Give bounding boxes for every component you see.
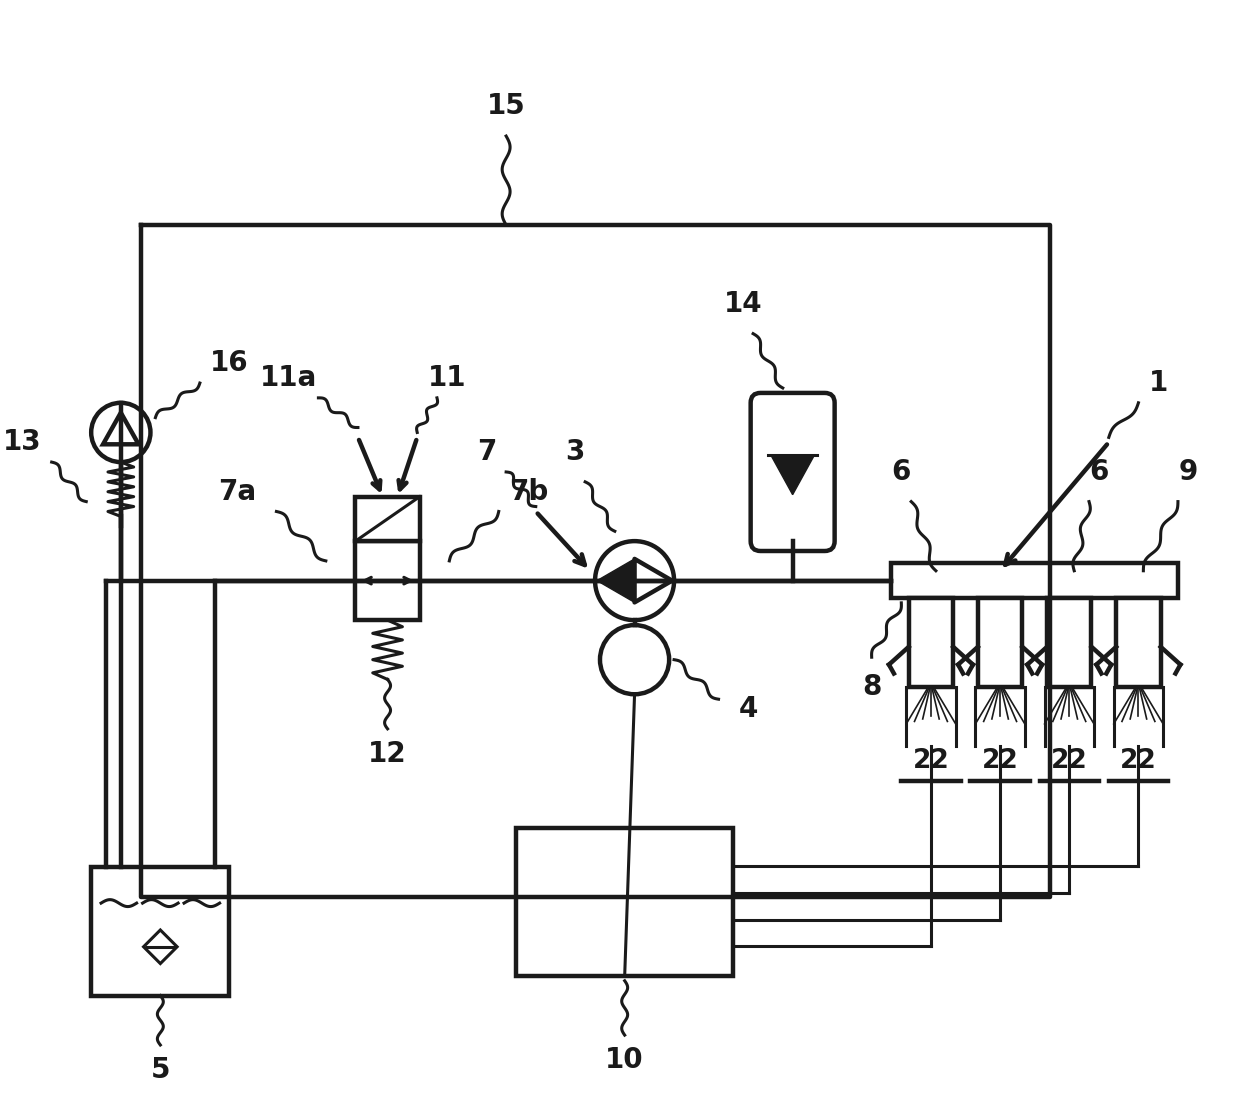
- Text: 12: 12: [368, 739, 407, 767]
- Text: 11a: 11a: [260, 364, 317, 392]
- Bar: [978, 598, 1022, 687]
- Polygon shape: [771, 455, 815, 495]
- FancyBboxPatch shape: [750, 393, 835, 551]
- Text: 22: 22: [982, 748, 1018, 774]
- Polygon shape: [596, 559, 635, 603]
- Text: 22: 22: [913, 748, 950, 774]
- Circle shape: [92, 403, 150, 462]
- Text: 11: 11: [428, 364, 466, 392]
- Text: 7a: 7a: [218, 478, 255, 506]
- Text: 8: 8: [862, 673, 882, 701]
- Circle shape: [595, 541, 675, 620]
- Bar: [892, 563, 1178, 598]
- Circle shape: [600, 625, 670, 694]
- Text: 7b: 7b: [508, 478, 548, 506]
- Text: 14: 14: [724, 290, 763, 318]
- Text: 6: 6: [1089, 458, 1109, 486]
- Bar: [356, 541, 419, 620]
- Text: 1: 1: [1148, 369, 1168, 397]
- Bar: [356, 497, 419, 541]
- Text: 16: 16: [211, 349, 249, 377]
- Bar: [516, 828, 733, 976]
- Text: 4: 4: [739, 695, 758, 723]
- Bar: [92, 867, 229, 995]
- Text: 3: 3: [565, 439, 585, 466]
- Text: 15: 15: [487, 93, 526, 120]
- Text: 13: 13: [2, 429, 41, 456]
- Bar: [1047, 598, 1091, 687]
- Text: 7: 7: [476, 439, 496, 466]
- Bar: [1116, 598, 1161, 687]
- Text: 22: 22: [1050, 748, 1087, 774]
- Text: 5: 5: [150, 1056, 170, 1083]
- Text: 6: 6: [892, 458, 911, 486]
- Bar: [909, 598, 954, 687]
- Text: 22: 22: [1120, 748, 1157, 774]
- Text: 9: 9: [1178, 458, 1198, 486]
- Text: 10: 10: [605, 1046, 644, 1073]
